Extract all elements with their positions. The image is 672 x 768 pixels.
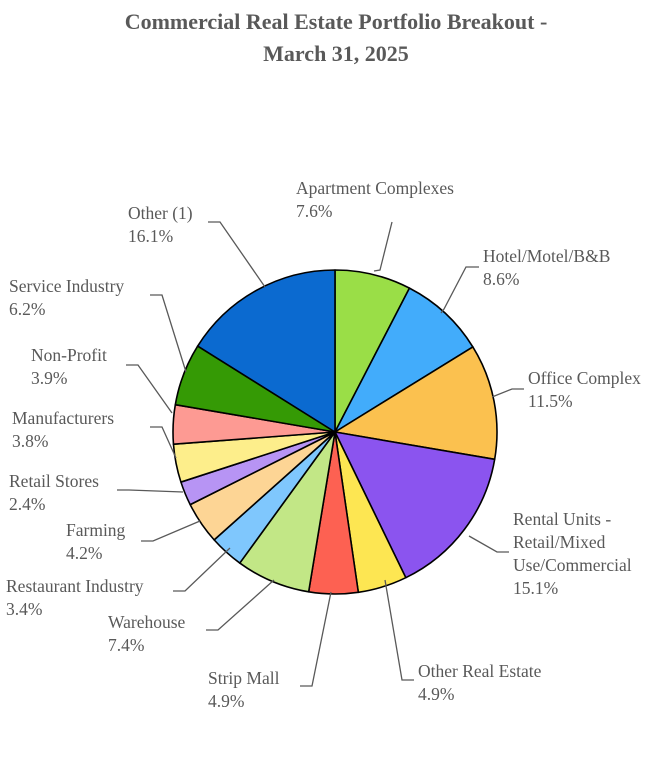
slice-label-other-1: Other (1) xyxy=(128,203,193,223)
slice-label-strip-mall: Strip Mall xyxy=(208,668,280,688)
data-label-other-real-estate: 4.9% xyxy=(418,684,454,704)
leader-line-service-industry xyxy=(150,294,187,373)
chart-title-line-1: Commercial Real Estate Portfolio Breakou… xyxy=(124,9,548,34)
pie-slice-hotel-motel-b-b xyxy=(334,287,474,433)
leader-line-apartment-complexes xyxy=(373,221,393,272)
slice-label-farming: Farming xyxy=(66,520,126,540)
slice-label-restaurant-industry: Restaurant Industry xyxy=(6,576,144,596)
data-label-strip-mall: 4.9% xyxy=(208,691,244,711)
data-label-manufacturers: 3.8% xyxy=(12,431,48,451)
leader-line-non-profit xyxy=(126,364,173,414)
data-label-other-1: 16.1% xyxy=(128,226,173,246)
slice-label-service-industry: Service Industry xyxy=(9,276,124,296)
leader-line-strip-mall xyxy=(300,591,332,687)
pie-slice-other-1 xyxy=(196,269,336,433)
slice-label-non-profit: Non-Profit xyxy=(31,345,107,365)
leader-line-hotel-motel-b-b xyxy=(440,266,479,314)
slice-label-apartment-complexes: Apartment Complexes xyxy=(296,178,454,198)
leader-line-warehouse xyxy=(206,579,275,631)
slice-label-rental-units-retail-mixed-use-commercial: Rental Units - xyxy=(513,509,611,529)
slice-label-hotel-motel-b-b: Hotel/Motel/B&B xyxy=(483,246,610,266)
data-label-farming: 4.2% xyxy=(66,543,102,563)
leader-line-rental-units-retail-mixed-use-commercial xyxy=(468,535,509,553)
leader-line-farming xyxy=(141,520,201,542)
pie-slice-office-complex xyxy=(334,346,498,461)
slice-label-warehouse: Warehouse xyxy=(108,612,186,632)
data-label-rental-units-retail-mixed-use-commercial: 15.1% xyxy=(513,578,558,598)
slice-label-other-real-estate: Other Real Estate xyxy=(418,661,542,681)
data-label-retail-stores: 2.4% xyxy=(9,494,45,514)
leader-line-office-complex xyxy=(491,388,524,398)
leader-line-other-real-estate xyxy=(384,579,414,681)
data-label-hotel-motel-b-b: 8.6% xyxy=(483,269,519,289)
pie-slice-rental-units-retail-mixed-use-commercial xyxy=(334,431,496,579)
data-label-warehouse: 7.4% xyxy=(108,635,144,655)
leader-line-restaurant-industry xyxy=(173,547,231,592)
leader-line-other-1 xyxy=(208,221,266,288)
data-label-office-complex: 11.5% xyxy=(528,391,573,411)
leader-line-manufacturers xyxy=(150,426,177,459)
slice-label-manufacturers: Manufacturers xyxy=(12,408,114,428)
leader-line-retail-stores xyxy=(117,489,184,493)
slice-label-retail-stores: Retail Stores xyxy=(9,471,99,491)
slice-label-rental-units-retail-mixed-use-commercial: Retail/Mixed xyxy=(513,532,606,552)
chart-title-line-2: March 31, 2025 xyxy=(263,41,409,66)
data-label-service-industry: 6.2% xyxy=(9,299,45,319)
chart-title: Commercial Real Estate Portfolio Breakou… xyxy=(0,6,672,70)
slice-label-rental-units-retail-mixed-use-commercial: Use/Commercial xyxy=(513,555,632,575)
slice-label-office-complex: Office Complex xyxy=(528,368,641,388)
data-label-apartment-complexes: 7.6% xyxy=(296,201,332,221)
data-label-restaurant-industry: 3.4% xyxy=(6,599,42,619)
data-label-non-profit: 3.9% xyxy=(31,368,67,388)
